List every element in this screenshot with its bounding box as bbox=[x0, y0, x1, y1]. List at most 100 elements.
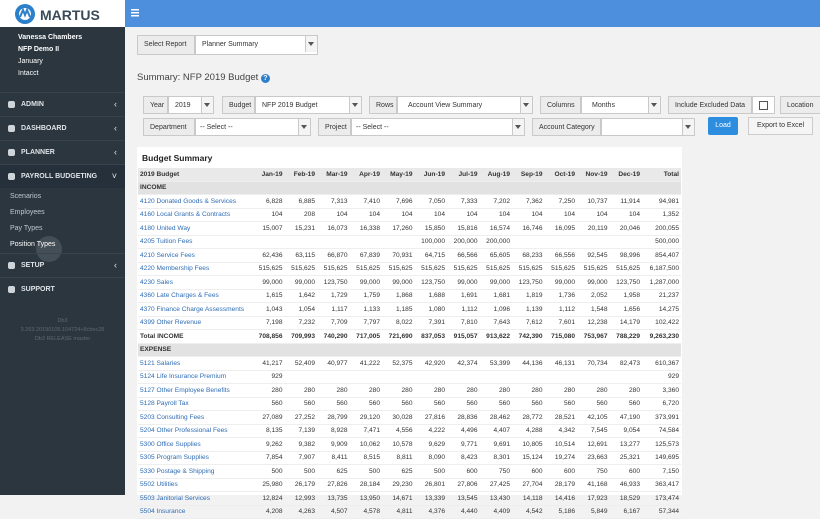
user-name: Vanessa Chambers bbox=[18, 34, 83, 41]
submenu-item[interactable]: Pay Types bbox=[10, 225, 43, 232]
section-row: INCOME bbox=[138, 181, 681, 195]
select-value: -- Select -- bbox=[356, 124, 389, 131]
filter-select[interactable]: NFP 2019 Budget bbox=[255, 96, 362, 114]
cell: 7,202 bbox=[479, 194, 512, 209]
account-row: 5330 Postage & Shipping 500 500 625 500 625 50… bbox=[138, 464, 681, 479]
filter-select[interactable] bbox=[601, 118, 695, 136]
cell: 1,759 bbox=[349, 289, 382, 303]
empty-cell bbox=[544, 235, 577, 249]
filter-select[interactable]: -- Select -- bbox=[351, 118, 525, 136]
cell: 9,691 bbox=[479, 437, 512, 452]
column-header: Jul-19 bbox=[447, 168, 480, 182]
cell: 1,819 bbox=[512, 289, 545, 303]
empty-cell bbox=[447, 370, 480, 384]
empty-cell bbox=[512, 343, 545, 357]
cell: 7,139 bbox=[284, 424, 317, 438]
menu-label: PLANNER bbox=[21, 149, 55, 156]
filter-select[interactable]: Account View Summary bbox=[397, 96, 533, 114]
cell: 16,746 bbox=[512, 221, 545, 236]
cell: 8,301 bbox=[479, 451, 512, 465]
menu-item[interactable]: DASHBOARD ‹ bbox=[0, 116, 125, 140]
empty-cell bbox=[317, 181, 350, 195]
cell: 4,342 bbox=[544, 424, 577, 438]
cell: 500 bbox=[414, 464, 447, 479]
summary-panel: Budget Summary 2019 Budget Jan-19 Feb-19 Ma… bbox=[137, 147, 682, 519]
account-link[interactable]: 4205 Tuition Fees bbox=[138, 235, 252, 249]
account-link[interactable]: 4360 Late Charges & Fees bbox=[138, 289, 252, 303]
menu-toggle[interactable] bbox=[131, 9, 139, 17]
account-link[interactable]: 5503 Janitorial Services bbox=[138, 491, 252, 506]
filter-select[interactable]: Months bbox=[581, 96, 661, 114]
cell: 29,120 bbox=[349, 410, 382, 425]
account-link[interactable]: 5128 Payroll Tax bbox=[138, 397, 252, 411]
report-select[interactable]: Planner Summary bbox=[195, 35, 318, 55]
menu-item[interactable]: ADMIN ‹ bbox=[0, 92, 125, 116]
cell: 708,856 bbox=[252, 329, 285, 344]
menu-item[interactable]: SETUP ‹ bbox=[0, 253, 125, 277]
account-row: 5300 Office Supplies 9,262 9,382 9,909 10,06… bbox=[138, 437, 681, 452]
account-link[interactable]: 4230 Sales bbox=[138, 275, 252, 290]
account-link[interactable]: 5330 Postage & Shipping bbox=[138, 464, 252, 479]
submenu-item[interactable]: Employees bbox=[10, 209, 45, 216]
cell: 4,208 bbox=[252, 505, 285, 519]
cell: 4,409 bbox=[479, 505, 512, 519]
account-link[interactable]: 5300 Office Supplies bbox=[138, 437, 252, 452]
cell: 7,250 bbox=[544, 194, 577, 209]
submenu-item[interactable]: Position Types bbox=[10, 241, 56, 248]
empty-cell bbox=[642, 181, 681, 195]
checkbox[interactable] bbox=[759, 101, 768, 110]
account-link[interactable]: 5504 Insurance bbox=[138, 505, 252, 519]
empty-cell bbox=[317, 370, 350, 384]
menu-item[interactable]: PAYROLL BUDGETING ˅ bbox=[0, 164, 125, 188]
export-button[interactable]: Export to Excel bbox=[748, 117, 813, 135]
filter-select[interactable]: -- Select -- bbox=[195, 118, 311, 136]
cell: 5,186 bbox=[544, 505, 577, 519]
menu-item[interactable]: PLANNER ‹ bbox=[0, 140, 125, 164]
cell: 560 bbox=[512, 397, 545, 411]
account-link[interactable]: 4160 Local Grants & Contracts bbox=[138, 208, 252, 222]
cell: 280 bbox=[544, 383, 577, 398]
load-button[interactable]: Load bbox=[708, 117, 738, 135]
empty-cell bbox=[544, 370, 577, 384]
cell: 4,222 bbox=[414, 424, 447, 438]
empty-cell bbox=[252, 235, 285, 249]
cell: 14,275 bbox=[642, 302, 681, 317]
cell: 99,000 bbox=[447, 275, 480, 290]
logo-icon bbox=[15, 4, 35, 24]
cell: 104 bbox=[317, 208, 350, 222]
cell: 742,390 bbox=[512, 329, 545, 344]
account-link[interactable]: 4399 Other Revenue bbox=[138, 316, 252, 330]
select-value: Months bbox=[592, 102, 615, 109]
account-link[interactable]: 5124 Life Insurance Premium bbox=[138, 370, 252, 384]
top-bar bbox=[125, 0, 820, 27]
account-link[interactable]: 4210 Service Fees bbox=[138, 248, 252, 263]
submenu-item[interactable]: Scenarios bbox=[10, 193, 42, 200]
account-link[interactable]: 5203 Consulting Fees bbox=[138, 410, 252, 425]
account-link[interactable]: 4220 Membership Fees bbox=[138, 262, 252, 276]
filter-select[interactable]: 2019 bbox=[168, 96, 214, 114]
cell: 9,629 bbox=[414, 437, 447, 452]
account-link[interactable]: 4120 Donated Goods & Services bbox=[138, 194, 252, 209]
account-link[interactable]: 5121 Salaries bbox=[138, 356, 252, 371]
cell: 1,688 bbox=[414, 289, 447, 303]
budget-table: 2019 Budget Jan-19 Feb-19 Mar-19 Apr-19 May-1… bbox=[138, 168, 681, 519]
cell: 600 bbox=[544, 464, 577, 479]
cell: 1,185 bbox=[382, 302, 415, 317]
account-link[interactable]: 4180 United Way bbox=[138, 221, 252, 236]
account-link[interactable]: 5305 Program Supplies bbox=[138, 451, 252, 465]
account-link[interactable]: 5502 Utilities bbox=[138, 478, 252, 492]
account-link[interactable]: 4370 Finance Charge Assessments bbox=[138, 302, 252, 317]
account-link[interactable]: 5127 Other Employee Benefits bbox=[138, 383, 252, 398]
filter-label: Budget bbox=[222, 96, 255, 114]
empty-cell bbox=[252, 343, 285, 357]
logo[interactable]: MARTUS bbox=[0, 0, 125, 27]
cell: 7,545 bbox=[577, 424, 610, 438]
cell: 1,615 bbox=[252, 289, 285, 303]
cell: 52,375 bbox=[382, 356, 415, 371]
cell: 600 bbox=[609, 464, 642, 479]
menu-item[interactable]: SUPPORT bbox=[0, 277, 125, 301]
cell: 16,073 bbox=[317, 221, 350, 236]
cell: 560 bbox=[544, 397, 577, 411]
account-link[interactable]: 5204 Other Professional Fees bbox=[138, 424, 252, 438]
account-row: 4360 Late Charges & Fees 1,615 1,642 1,729 1… bbox=[138, 289, 681, 303]
